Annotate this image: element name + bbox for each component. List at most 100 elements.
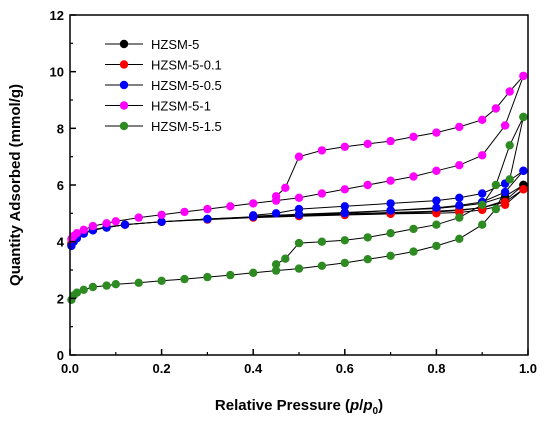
data-point-hzsm-5-1 <box>249 199 258 208</box>
data-point-hzsm-5-1-5 <box>102 281 111 290</box>
data-point-hzsm-5-1-5 <box>455 213 464 222</box>
data-point-hzsm-5-1 <box>505 87 514 96</box>
legend-marker-hzsm-5-0-1 <box>119 60 129 69</box>
data-point-hzsm-5-1 <box>79 225 88 234</box>
y-tick-label: 6 <box>57 178 64 193</box>
data-point-hzsm-5-1 <box>519 71 528 81</box>
data-point-hzsm-5-1 <box>409 172 418 181</box>
data-point-hzsm-5-1-5 <box>317 261 327 270</box>
data-point-hzsm-5-1 <box>386 176 395 185</box>
data-point-hzsm-5-0-1 <box>519 185 528 194</box>
legend-label-hzsm-5-0-1: HZSM-5-0.1 <box>151 58 222 73</box>
x-axis-title: Relative Pressure (p/p0) <box>215 397 383 417</box>
x-tick-label: 0.6 <box>336 361 354 376</box>
data-point-hzsm-5-1 <box>491 104 501 113</box>
legend-marker-hzsm-5 <box>119 39 129 49</box>
data-point-hzsm-5-0-5 <box>455 193 464 202</box>
data-point-hzsm-5-0-5 <box>120 220 130 229</box>
data-point-hzsm-5-1-5 <box>409 247 418 256</box>
data-point-hzsm-5-1-5 <box>111 280 121 289</box>
y-axis-title: Quantity Adsorbed (mmol/g) <box>7 84 24 286</box>
data-point-hzsm-5-1-5 <box>363 255 372 264</box>
legend-marker-hzsm-5-1 <box>119 101 129 110</box>
data-point-hzsm-5-1 <box>317 189 327 198</box>
data-point-hzsm-5-1-5 <box>249 268 258 277</box>
data-point-hzsm-5-1 <box>478 151 487 160</box>
data-point-hzsm-5-1 <box>157 210 166 219</box>
data-point-hzsm-5-1-5 <box>294 238 304 248</box>
data-point-hzsm-5-1-5 <box>505 175 514 184</box>
legend: HZSM-5 HZSM-5-0.1 HZSM-5-0.5 HZSM-5-1 HZSM-5… <box>105 37 222 134</box>
data-point-hzsm-5-1-5 <box>386 229 395 238</box>
data-point-hzsm-5-0-5 <box>432 203 441 212</box>
legend-label-hzsm-5: HZSM-5 <box>151 37 199 52</box>
data-point-hzsm-5-0-5 <box>340 209 349 218</box>
data-point-hzsm-5-1 <box>281 183 290 192</box>
data-point-hzsm-5-0-5 <box>157 217 166 226</box>
legend-label-hzsm-5-1-5: HZSM-5-1.5 <box>151 119 222 134</box>
data-point-hzsm-5-0-5 <box>432 196 441 205</box>
data-point-hzsm-5-1-5 <box>317 237 327 246</box>
data-point-hzsm-5-0-5 <box>386 206 395 215</box>
data-point-hzsm-5-1 <box>432 128 441 137</box>
data-point-hzsm-5-1 <box>294 193 304 202</box>
data-point-hzsm-5-1-5 <box>340 236 349 245</box>
data-point-hzsm-5-0-5 <box>478 189 487 198</box>
data-point-hzsm-5-0-5 <box>249 211 258 220</box>
data-point-hzsm-5-1 <box>180 207 189 217</box>
data-point-hzsm-5-0-5 <box>271 209 281 218</box>
data-point-hzsm-5-0-5 <box>340 202 349 211</box>
y-tick-label: 0 <box>57 348 64 363</box>
data-point-hzsm-5-1 <box>102 219 111 228</box>
data-point-hzsm-5-1 <box>432 166 441 175</box>
legend-marker-hzsm-5-0-5 <box>119 80 129 90</box>
data-point-hzsm-5-1 <box>340 185 349 194</box>
data-point-hzsm-5-1 <box>134 213 143 222</box>
data-point-hzsm-5-1-5 <box>432 241 441 251</box>
data-point-hzsm-5-1 <box>478 115 487 125</box>
data-point-hzsm-5-1-5 <box>491 180 501 190</box>
data-point-hzsm-5-1 <box>111 217 121 226</box>
data-point-hzsm-5-1 <box>226 202 235 211</box>
data-point-hzsm-5-1-5 <box>340 258 349 268</box>
data-point-hzsm-5-0-5 <box>294 204 304 214</box>
data-point-hzsm-5-1-5 <box>203 272 212 282</box>
data-point-hzsm-5-0-5 <box>519 166 528 175</box>
data-point-hzsm-5-1 <box>203 204 212 214</box>
data-point-hzsm-5-1-5 <box>409 224 418 234</box>
data-point-hzsm-5-1 <box>500 121 510 130</box>
data-point-hzsm-5-0-5 <box>455 201 464 210</box>
data-point-hzsm-5-1-5 <box>271 260 281 269</box>
x-tick-label: 0.8 <box>427 361 445 376</box>
data-point-hzsm-5-1-5 <box>363 233 372 242</box>
data-point-hzsm-5-1 <box>317 146 327 155</box>
plot-frame <box>69 14 529 356</box>
y-tick-label: 4 <box>57 235 65 250</box>
data-point-hzsm-5-1-5 <box>491 204 501 214</box>
data-point-hzsm-5-0-1 <box>500 197 510 207</box>
data-point-hzsm-5-0-5 <box>203 214 212 224</box>
data-point-hzsm-5-1 <box>363 139 372 149</box>
data-point-hzsm-5-1-5 <box>226 270 235 280</box>
legend-label-hzsm-5-0-5: HZSM-5-0.5 <box>151 78 222 93</box>
data-point-hzsm-5-1 <box>88 221 98 231</box>
data-point-hzsm-5-1-5 <box>157 276 166 285</box>
data-point-hzsm-5-1-5 <box>505 141 514 150</box>
data-point-hzsm-5-1-5 <box>79 285 88 294</box>
y-tick-label: 8 <box>57 121 64 136</box>
data-point-hzsm-5-1-5 <box>478 220 487 229</box>
legend-marker-hzsm-5-1-5 <box>119 121 129 131</box>
data-point-hzsm-5-1 <box>455 161 464 170</box>
data-point-hzsm-5-1 <box>294 152 304 161</box>
data-point-hzsm-5-1 <box>340 142 349 151</box>
data-point-hzsm-5-1-5 <box>386 251 395 260</box>
data-point-hzsm-5-1-5 <box>455 234 464 243</box>
data-point-hzsm-5-0-5 <box>500 187 510 197</box>
data-point-hzsm-5-1-5 <box>88 282 98 292</box>
data-point-hzsm-5-1 <box>409 132 418 141</box>
data-point-hzsm-5-1-5 <box>294 264 304 273</box>
data-point-hzsm-5-1 <box>363 180 372 190</box>
x-tick-label: 0.2 <box>153 361 171 376</box>
